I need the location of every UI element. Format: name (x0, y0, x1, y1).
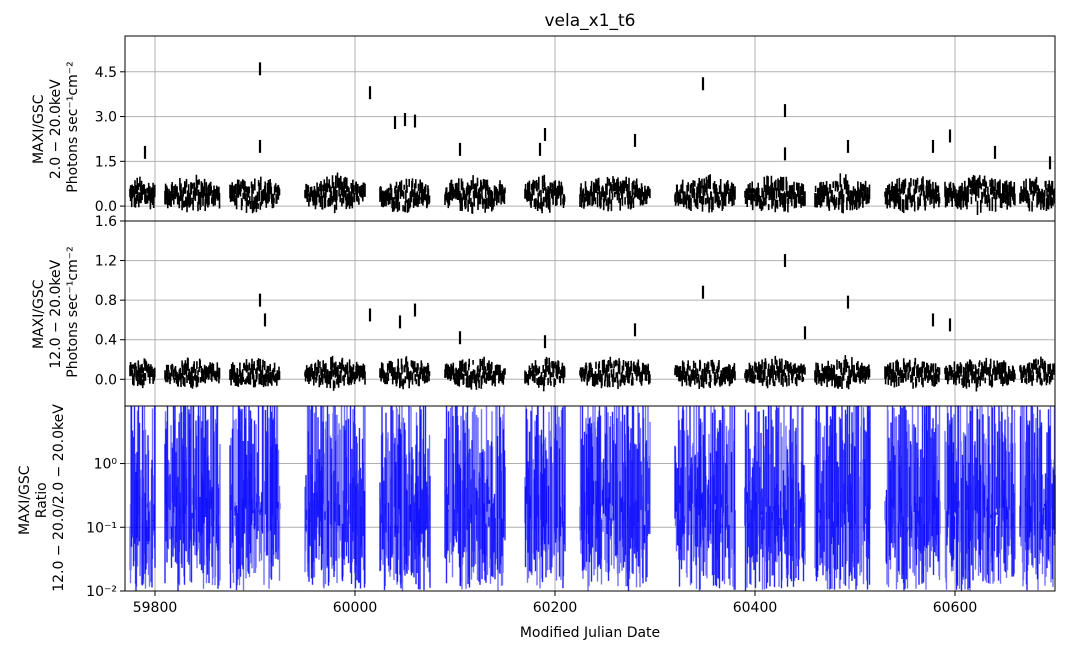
x-axis: 59800 60000 60200 60400 60600 (133, 600, 978, 616)
panel-bottom: 10⁻² 10⁻¹ 10⁰ MAXI/GSC Ratio 12.0 − 20.0/2… (17, 404, 1056, 600)
panel-bottom-ratio-band-2 (130, 406, 1056, 591)
panel-middle: 0.0 0.4 0.8 1.2 1.6 MAXI/GSC 12.0 − 20.0keV … (31, 214, 1056, 411)
panel-top: 0.0 1.5 3.0 4.5 MAXI/GSC 2.0 − 20.0keV Phot… (31, 35, 1056, 226)
panel-middle-ylabel-line1: MAXI/GSC (31, 279, 47, 349)
panel-top-light-curve (129, 172, 1056, 215)
panel-bottom-ytick-label-1: 10⁻¹ (86, 520, 117, 536)
panel-bottom-ylabel-line2: Ratio (34, 482, 50, 518)
panel-bottom-ytick-label-2: 10⁰ (94, 457, 118, 473)
x-tick-label-2: 60200 (533, 600, 578, 616)
panel-middle-ytick-label-0: 0.0 (95, 372, 117, 388)
panel-middle-ytick-label-4: 1.6 (95, 214, 117, 230)
panel-middle-light-curve (129, 355, 1056, 392)
panel-middle-ytick-label-2: 0.8 (95, 293, 117, 309)
x-tick-label-3: 60400 (733, 600, 778, 616)
panel-middle-yticks: 0.0 0.4 0.8 1.2 1.6 (95, 214, 125, 388)
x-tick-label-1: 60000 (333, 600, 378, 616)
panel-top-ytick-label-0: 0.0 (95, 199, 117, 215)
panel-top-ytick-label-3: 4.5 (95, 65, 117, 81)
panel-top-ylabel-line1: MAXI/GSC (31, 94, 47, 164)
panel-bottom-ytick-label-0: 10⁻² (86, 584, 117, 600)
panel-top-data (129, 62, 1056, 215)
panel-middle-grid (125, 220, 1055, 411)
panel-top-ytick-label-2: 3.0 (95, 110, 117, 126)
panel-middle-data (129, 254, 1056, 392)
panel-top-ylabel: MAXI/GSC 2.0 − 20.0keV Photons sec⁻¹cm⁻² (31, 61, 81, 193)
panel-bottom-ylabel-line3: 12.0 − 20.0/2.0 − 20.0keV (51, 404, 67, 592)
panel-middle-ylabel: MAXI/GSC 12.0 − 20.0keV Photons sec⁻¹cm⁻… (31, 246, 81, 378)
panel-bottom-ylabel: MAXI/GSC Ratio 12.0 − 20.0/2.0 − 20.0keV (17, 404, 67, 592)
panel-top-ytick-label-1: 1.5 (95, 154, 117, 170)
panel-middle-ytick-label-3: 1.2 (95, 254, 117, 270)
panel-bottom-yticks: 10⁻² 10⁻¹ 10⁰ (86, 457, 125, 600)
panel-middle-ylabel-line2: 12.0 − 20.0keV (48, 259, 64, 368)
panel-middle-ylabel-line3: Photons sec⁻¹cm⁻² (65, 246, 81, 378)
panel-top-yticks: 0.0 1.5 3.0 4.5 (95, 65, 125, 215)
x-axis-label: Modified Julian Date (520, 625, 660, 641)
panel-bottom-data (129, 406, 1056, 591)
panel-top-ylabel-line2: 2.0 − 20.0keV (48, 79, 64, 179)
panel-top-ylabel-line3: Photons sec⁻¹cm⁻² (65, 61, 81, 193)
chart-title: vela_x1_t6 (544, 11, 635, 31)
x-tick-label-4: 60600 (933, 600, 978, 616)
panel-bottom-ylabel-line1: MAXI/GSC (17, 465, 33, 535)
x-tick-label-0: 59800 (133, 600, 178, 616)
panel-bottom-frame (124, 405, 1056, 592)
panel-middle-ytick-label-1: 0.4 (95, 333, 117, 349)
panel-top-grid (125, 36, 1055, 226)
